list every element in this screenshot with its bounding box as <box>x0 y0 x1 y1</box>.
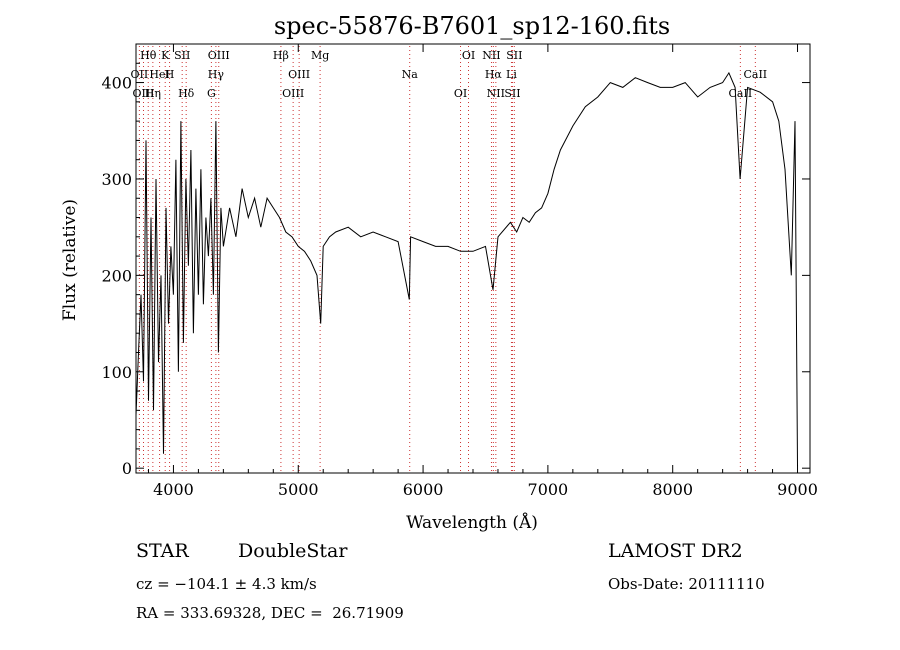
y-tick-label: 100 <box>101 363 132 382</box>
x-tick-label: 5000 <box>278 480 319 499</box>
y-tick-label: 400 <box>101 74 132 93</box>
line-label: G <box>207 87 216 100</box>
line-label: OI <box>454 87 467 100</box>
x-tick-label: 8000 <box>652 480 693 499</box>
x-axis-label: Wavelength (Å) <box>406 512 538 533</box>
y-axis-ticks: 0 100 200 300 400 <box>101 62 810 478</box>
x-tick-label: 4000 <box>153 480 194 499</box>
y-tick-label: 200 <box>101 266 132 285</box>
line-label: Hθ <box>140 49 157 62</box>
y-tick-label: 300 <box>101 170 132 189</box>
coordinates: RA = 333.69328, DEC = 26.71909 <box>136 604 404 622</box>
line-label: SII <box>504 87 520 100</box>
line-label: Li <box>506 68 517 81</box>
line-label: NII <box>482 49 500 62</box>
line-label: Hβ <box>273 49 289 62</box>
line-label: CaII <box>729 87 753 100</box>
line-label: OII <box>131 68 149 81</box>
line-label: Hα <box>485 68 503 81</box>
line-label: OIII <box>132 87 154 100</box>
line-label: Na <box>402 68 419 81</box>
line-label: NII <box>487 87 505 100</box>
x-tick-label: 9000 <box>777 480 818 499</box>
redshift-velocity: cz = −104.1 ± 4.3 km/s <box>136 575 317 593</box>
plot-frame <box>135 43 811 474</box>
line-label: Hδ <box>178 87 195 100</box>
y-tick-label: 0 <box>122 459 132 478</box>
line-label: Hγ <box>208 68 225 81</box>
line-label: OI <box>462 49 475 62</box>
line-label: Mg <box>311 49 329 62</box>
line-label: K <box>161 49 170 62</box>
survey-name: LAMOST DR2 <box>608 540 743 562</box>
x-tick-label: 7000 <box>528 480 569 499</box>
x-axis-ticks: 4000 5000 6000 7000 8000 9000 <box>147 44 818 499</box>
object-class: STAR <box>136 540 189 562</box>
x-tick-label: 6000 <box>403 480 444 499</box>
line-label: HeI <box>149 68 169 81</box>
line-label: SII <box>174 49 190 62</box>
chart-title: spec-55876-B7601_sp12-160.fits <box>274 12 670 40</box>
observation-date: Obs-Date: 20111110 <box>608 575 765 593</box>
line-label: SII <box>506 49 522 62</box>
object-subclass: DoubleStar <box>238 540 348 562</box>
spectrum-line <box>135 71 798 467</box>
line-labels: HθOIIOIIIKHeIHηSIIHHδOIIIHγGHβOIIIOIIIMg… <box>131 49 768 100</box>
line-label: OIII <box>288 68 310 81</box>
line-label: OIII <box>282 87 304 100</box>
line-label: CaII <box>743 68 767 81</box>
line-label: OIII <box>208 49 230 62</box>
y-axis-label: Flux (relative) <box>60 199 80 321</box>
line-label: H <box>165 68 175 81</box>
line-markers <box>138 46 756 473</box>
line-label: Hη <box>145 87 161 100</box>
